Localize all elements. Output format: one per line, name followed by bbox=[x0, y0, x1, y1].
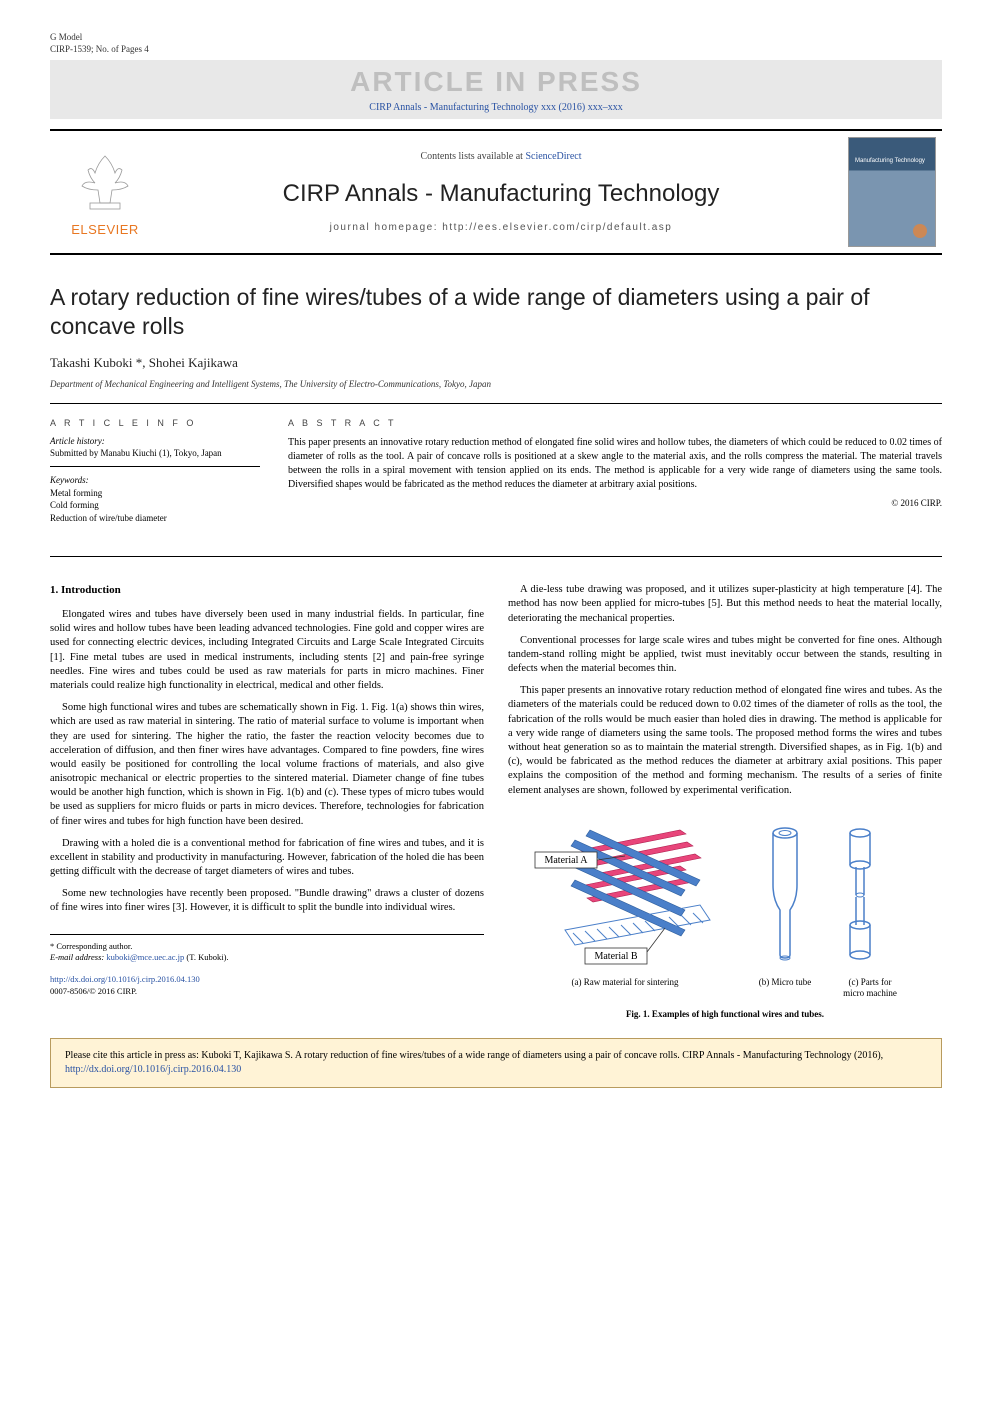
body-columns: 1. Introduction Elongated wires and tube… bbox=[50, 583, 942, 1020]
authors-line: Takashi Kuboki *, Shohei Kajikawa bbox=[50, 355, 942, 371]
fig1-sub-c-2: micro machine bbox=[843, 988, 897, 998]
journal-cover-thumbnail: Manufacturing Technology bbox=[842, 131, 942, 253]
fig1-label-b: Material B bbox=[594, 951, 637, 962]
para-7: This paper presents an innovative rotary… bbox=[508, 684, 942, 797]
contents-list-line: Contents lists available at ScienceDirec… bbox=[168, 151, 834, 162]
doi-link[interactable]: http://dx.doi.org/10.1016/j.cirp.2016.04… bbox=[50, 974, 200, 984]
cover-text: Manufacturing Technology bbox=[855, 158, 925, 165]
journal-title: CIRP Annals - Manufacturing Technology bbox=[168, 180, 834, 208]
para-6: Conventional processes for large scale w… bbox=[508, 634, 942, 677]
keyword-3: Reduction of wire/tube diameter bbox=[50, 512, 260, 525]
email-suffix: (T. Kuboki). bbox=[184, 952, 228, 962]
issn-copyright: 0007-8506/© 2016 CIRP. bbox=[50, 986, 484, 998]
info-abstract-block: A R T I C L E I N F O Article history: S… bbox=[50, 403, 942, 558]
corresponding-author: * Corresponding author. bbox=[50, 941, 484, 953]
sciencedirect-link[interactable]: ScienceDirect bbox=[525, 151, 581, 162]
para-2: Some high functional wires and tubes are… bbox=[50, 701, 484, 829]
press-banner: ARTICLE IN PRESS CIRP Annals - Manufactu… bbox=[50, 60, 942, 119]
header-middle: Contents lists available at ScienceDirec… bbox=[160, 131, 842, 253]
abstract-col: A B S T R A C T This paper presents an i… bbox=[288, 418, 942, 541]
history-text: Submitted by Manabu Kiuchi (1), Tokyo, J… bbox=[50, 448, 260, 458]
keywords-label: Keywords: bbox=[50, 475, 260, 485]
keyword-2: Cold forming bbox=[50, 499, 260, 512]
citation-text: Please cite this article in press as: Ku… bbox=[65, 1050, 883, 1061]
fig1-sub-b: (b) Micro tube bbox=[759, 977, 811, 987]
figure-1-caption: Fig. 1. Examples of high functional wire… bbox=[508, 1008, 942, 1020]
email-label: E-mail address: bbox=[50, 952, 106, 962]
figure-1-svg: Material A Material B bbox=[525, 810, 925, 1000]
para-3: Drawing with a holed die is a convention… bbox=[50, 837, 484, 880]
fig1-sub-c-1: (c) Parts for bbox=[849, 977, 892, 987]
article-title: A rotary reduction of fine wires/tubes o… bbox=[50, 283, 942, 341]
para-5: A die-less tube drawing was proposed, an… bbox=[508, 583, 942, 626]
elsevier-tree-icon bbox=[70, 148, 140, 218]
abstract-text: This paper presents an innovative rotary… bbox=[288, 436, 942, 492]
journal-homepage: journal homepage: http://ees.elsevier.co… bbox=[168, 222, 834, 233]
contents-prefix: Contents lists available at bbox=[420, 151, 525, 162]
g-model-label: G Model bbox=[50, 32, 942, 42]
publisher-name: ELSEVIER bbox=[71, 222, 139, 237]
journal-header: ELSEVIER Contents lists available at Sci… bbox=[50, 129, 942, 255]
citation-box: Please cite this article in press as: Ku… bbox=[50, 1038, 942, 1088]
cirp-id-label: CIRP-1539; No. of Pages 4 bbox=[50, 44, 942, 54]
abstract-heading: A B S T R A C T bbox=[288, 418, 942, 428]
affiliation: Department of Mechanical Engineering and… bbox=[50, 379, 942, 389]
journal-ref-line: CIRP Annals - Manufacturing Technology x… bbox=[50, 102, 942, 113]
citation-doi-link[interactable]: http://dx.doi.org/10.1016/j.cirp.2016.04… bbox=[65, 1064, 241, 1075]
keyword-1: Metal forming bbox=[50, 487, 260, 500]
figure-1: Material A Material B bbox=[508, 810, 942, 1020]
footnotes: * Corresponding author. E-mail address: … bbox=[50, 934, 484, 999]
right-column: A die-less tube drawing was proposed, an… bbox=[508, 583, 942, 1020]
cover-image: Manufacturing Technology bbox=[848, 137, 936, 247]
article-in-press-label: ARTICLE IN PRESS bbox=[50, 66, 942, 98]
publisher-logo: ELSEVIER bbox=[50, 131, 160, 253]
fig1-label-a: Material A bbox=[544, 855, 588, 866]
article-info-heading: A R T I C L E I N F O bbox=[50, 418, 260, 428]
history-label: Article history: bbox=[50, 436, 260, 446]
authors-text: Takashi Kuboki *, Shohei Kajikawa bbox=[50, 355, 238, 370]
para-1: Elongated wires and tubes have diversely… bbox=[50, 608, 484, 693]
fig1-sub-a: (a) Raw material for sintering bbox=[572, 977, 679, 987]
abstract-copyright: © 2016 CIRP. bbox=[288, 498, 942, 508]
section-1-heading: 1. Introduction bbox=[50, 583, 484, 598]
article-info-col: A R T I C L E I N F O Article history: S… bbox=[50, 418, 260, 541]
para-4: Some new technologies have recently been… bbox=[50, 887, 484, 915]
left-column: 1. Introduction Elongated wires and tube… bbox=[50, 583, 484, 1020]
email-link[interactable]: kuboki@mce.uec.ac.jp bbox=[106, 952, 184, 962]
